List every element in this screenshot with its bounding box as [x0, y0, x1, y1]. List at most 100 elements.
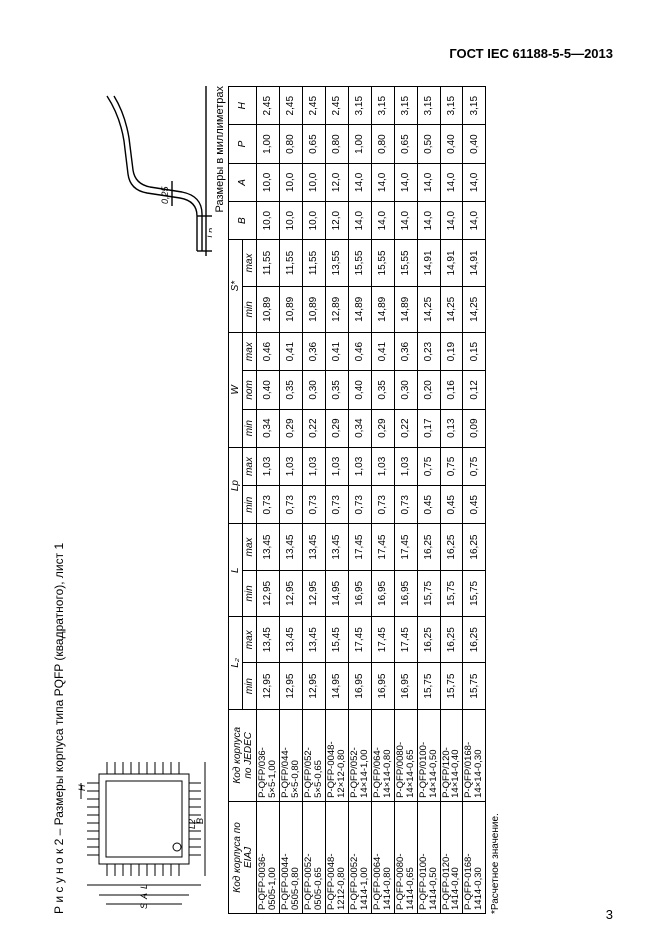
cell-Lpmax: 1,03	[279, 447, 302, 485]
cell-Smin: 14,89	[348, 286, 371, 332]
cell-Wnom: 0,35	[371, 371, 394, 409]
cell-Lmax: 13,45	[302, 524, 325, 570]
cell-L2min: 16,95	[371, 663, 394, 709]
table-row: P-QFP-0080-1414-0,65P-QFP/0080-14×14-0,6…	[394, 87, 417, 914]
lead-profile-diagram: Lp 0,25	[82, 86, 212, 256]
cell-eiaj: P-QFP-0052-0505-0,65	[302, 801, 325, 913]
cell-Lpmin: 0,73	[325, 486, 348, 524]
cell-P: 1,00	[348, 125, 371, 163]
table-row: P-QFP-0120-1414-0,40P-QFP/120-14×14-0,40…	[440, 87, 463, 914]
pqfp-top-view-diagram: H L S A B L2	[72, 724, 212, 914]
cell-eiaj: P-QFP-0052-1414-1,00	[348, 801, 371, 913]
footnote: *Расчетное значение.	[490, 86, 501, 914]
cell-Wmax: 0,36	[302, 332, 325, 370]
cell-Lpmin: 0,73	[348, 486, 371, 524]
cell-Smin: 14,25	[417, 286, 440, 332]
cell-Wmin: 0,22	[394, 409, 417, 447]
cell-P: 1,00	[257, 125, 280, 163]
cell-Wnom: 0,16	[440, 371, 463, 409]
cell-Lmax: 16,25	[417, 524, 440, 570]
cell-Wmin: 0,17	[417, 409, 440, 447]
cell-eiaj: P-QFP-0168-1414-0,30	[463, 801, 486, 913]
cell-Lpmin: 0,73	[394, 486, 417, 524]
cell-Lpmin: 0,73	[302, 486, 325, 524]
cell-jedec: P-QFP/044-5×5-0,80	[279, 709, 302, 801]
table-row: P-QFP-0052-0505-0,65P-QFP/052-5×5-0,6512…	[302, 87, 325, 914]
cell-L2min: 12,95	[302, 663, 325, 709]
cell-B: 10,0	[279, 202, 302, 240]
table-row: P-QFP-0168-1414-0,30P-QFP/0168-14×14-0,3…	[463, 87, 486, 914]
cell-Lpmax: 0,75	[417, 447, 440, 485]
units-label: Размеры в миллиметрах	[214, 86, 226, 914]
cell-H: 2,45	[302, 87, 325, 125]
cell-Wmax: 0,36	[394, 332, 417, 370]
cell-Lmin: 16,95	[371, 570, 394, 616]
cell-H: 3,15	[348, 87, 371, 125]
cell-L2min: 16,95	[348, 663, 371, 709]
cell-Lpmin: 0,73	[257, 486, 280, 524]
cell-Smax: 15,55	[348, 240, 371, 286]
cell-Lmax: 16,25	[440, 524, 463, 570]
table-header: Код корпуса поEIAJ Код корпусапо JEDEC L…	[229, 87, 257, 914]
cell-eiaj: P-QFP-0036-0505-1,00	[257, 801, 280, 913]
cell-Wmin: 0,13	[440, 409, 463, 447]
cell-Wmin: 0,09	[463, 409, 486, 447]
cell-L2min: 15,75	[417, 663, 440, 709]
cell-P: 0,65	[302, 125, 325, 163]
cell-P: 0,40	[463, 125, 486, 163]
cell-Wmax: 0,46	[257, 332, 280, 370]
svg-text:L: L	[139, 884, 149, 889]
doc-header: ГОСТ IEC 61188-5-5—2013	[48, 46, 613, 61]
cell-Lpmin: 0,73	[279, 486, 302, 524]
cell-Lmin: 12,95	[257, 570, 280, 616]
cell-Lmin: 12,95	[279, 570, 302, 616]
cell-Lpmax: 0,75	[440, 447, 463, 485]
cell-H: 3,15	[371, 87, 394, 125]
cell-Wmax: 0,19	[440, 332, 463, 370]
cell-A: 14,0	[371, 163, 394, 201]
table-row: P-QFP-0064-1414-0,80P-QFP/064-14×14-0,80…	[371, 87, 394, 914]
cell-B: 12,0	[325, 202, 348, 240]
cell-Lpmin: 0,45	[417, 486, 440, 524]
cell-Wnom: 0,40	[348, 371, 371, 409]
cell-Wmin: 0,22	[302, 409, 325, 447]
table-row: P-QFP-0036-0505-1,00P-QFP/036-5×5-1,0012…	[257, 87, 280, 914]
cell-Lpmax: 1,03	[394, 447, 417, 485]
cell-Lpmax: 1,03	[348, 447, 371, 485]
cell-L2max: 17,45	[394, 617, 417, 663]
cell-A: 14,0	[348, 163, 371, 201]
cell-jedec: P-QFP-0048-12×12-0,80	[325, 709, 348, 801]
svg-text:L2: L2	[187, 819, 197, 829]
cell-B: 14,0	[371, 202, 394, 240]
cell-Smin: 14,25	[463, 286, 486, 332]
cell-L2max: 16,25	[463, 617, 486, 663]
cell-L2max: 16,25	[417, 617, 440, 663]
cell-A: 14,0	[440, 163, 463, 201]
cell-L2min: 12,95	[257, 663, 280, 709]
cell-Wmin: 0,34	[348, 409, 371, 447]
cell-L2max: 17,45	[348, 617, 371, 663]
cell-L2min: 16,95	[394, 663, 417, 709]
cell-jedec: P-QFP/0080-14×14-0,65	[394, 709, 417, 801]
cell-L2max: 13,45	[302, 617, 325, 663]
cell-H: 3,15	[463, 87, 486, 125]
svg-text:S: S	[139, 903, 149, 909]
svg-text:A: A	[139, 893, 149, 900]
cell-Smin: 10,89	[302, 286, 325, 332]
cell-H: 3,15	[440, 87, 463, 125]
table-row: P-QFP-0048-1212-0,80P-QFP-0048-12×12-0,8…	[325, 87, 348, 914]
cell-Lpmax: 1,03	[257, 447, 280, 485]
cell-Smax: 15,55	[394, 240, 417, 286]
svg-text:Lp: Lp	[206, 228, 212, 238]
cell-Lmax: 13,45	[325, 524, 348, 570]
cell-B: 14,0	[394, 202, 417, 240]
cell-Lmax: 17,45	[394, 524, 417, 570]
cell-jedec: P-QFP/0100-14×14-0,50	[417, 709, 440, 801]
cell-eiaj: P-QFP-0100-1414-0,50	[417, 801, 440, 913]
cell-Wmax: 0,15	[463, 332, 486, 370]
page-number: 3	[606, 907, 613, 922]
cell-Wmax: 0,41	[279, 332, 302, 370]
cell-L2max: 15,45	[325, 617, 348, 663]
cell-Smax: 15,55	[371, 240, 394, 286]
cell-A: 14,0	[417, 163, 440, 201]
